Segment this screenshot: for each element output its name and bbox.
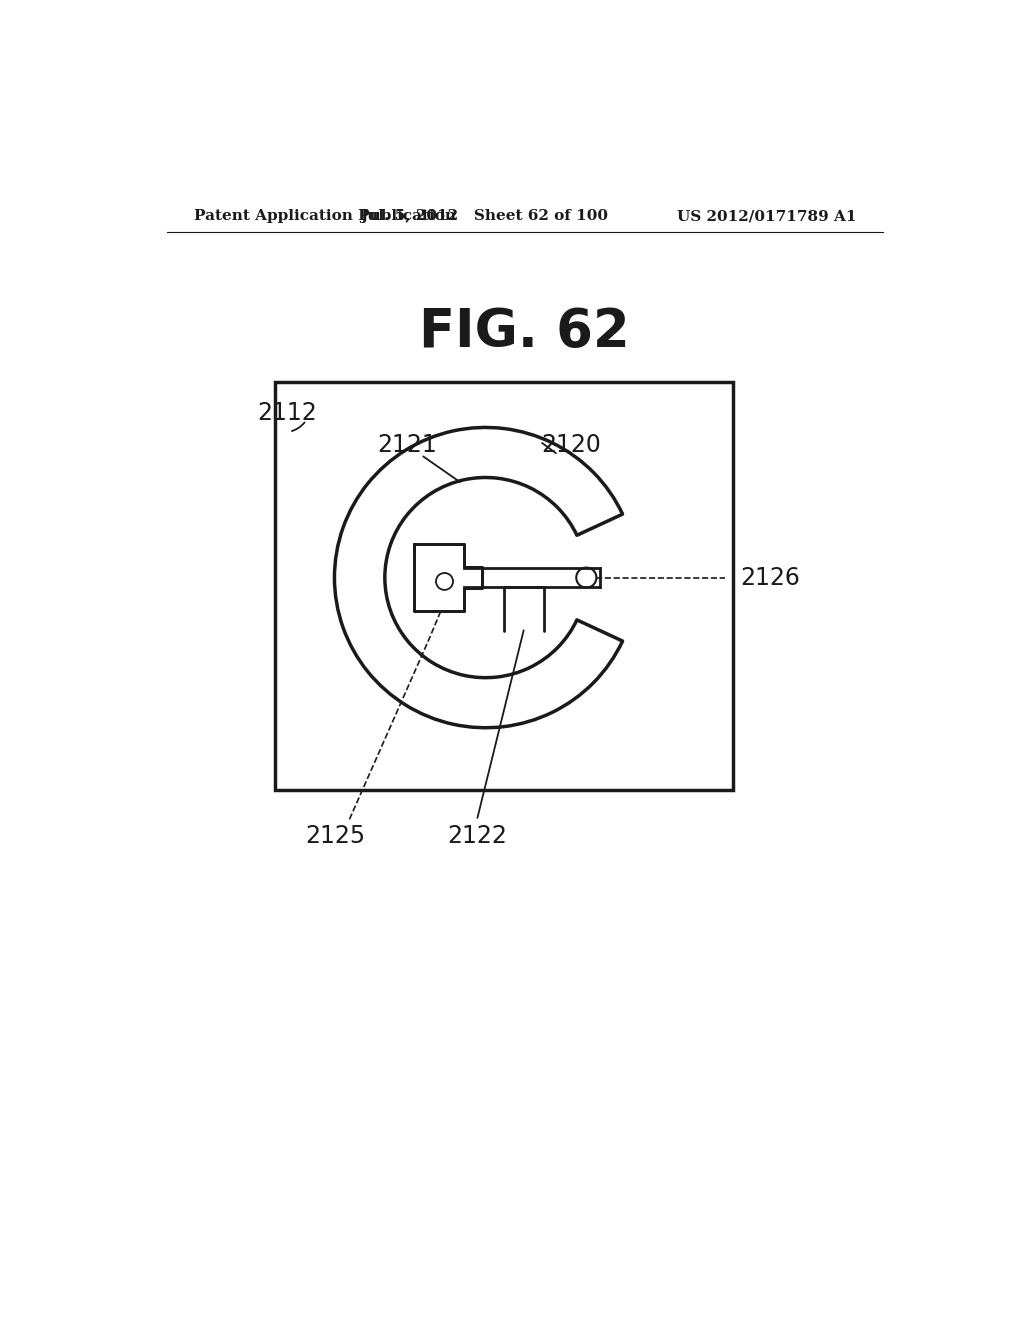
Bar (275, 381, 732, 789)
Text: Jul. 5, 2012   Sheet 62 of 100: Jul. 5, 2012 Sheet 62 of 100 (360, 209, 608, 223)
Text: US 2012/0171789 A1: US 2012/0171789 A1 (677, 209, 856, 223)
Text: 2121: 2121 (377, 433, 437, 457)
Text: 2112: 2112 (257, 400, 316, 425)
Text: 2125: 2125 (305, 824, 366, 847)
Text: FIG. 62: FIG. 62 (420, 306, 630, 358)
Text: Patent Application Publication: Patent Application Publication (194, 209, 456, 223)
Text: 2122: 2122 (446, 824, 507, 847)
Text: 2126: 2126 (740, 565, 800, 590)
Text: 2120: 2120 (542, 433, 601, 457)
